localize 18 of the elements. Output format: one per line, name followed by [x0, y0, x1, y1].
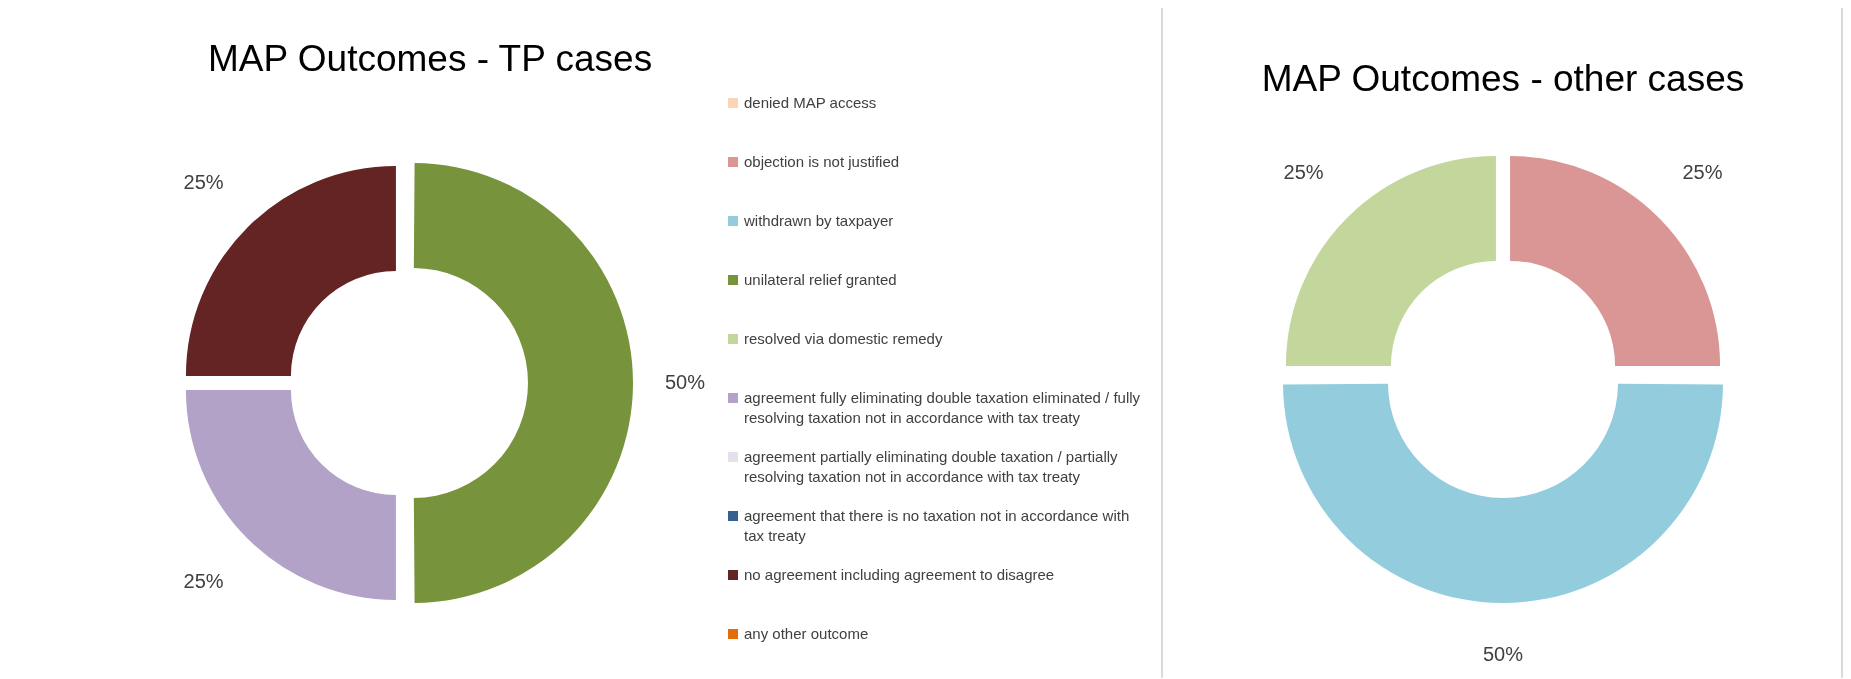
legend-label: unilateral relief granted [744, 270, 897, 290]
legend-label: agreement partially eliminating double taxation / partially resolving taxation not in accordance with tax treaty [744, 447, 1119, 487]
data-label: 50% [1482, 642, 1524, 665]
legend-label: any other outcome [744, 624, 869, 644]
data-label: 25% [183, 569, 224, 592]
legend-label: no agreement including agreement to disagree [744, 565, 1055, 585]
legend-label: objection is not justified [744, 152, 900, 172]
data-label: 25% [1682, 161, 1723, 184]
data-label: 25% [183, 171, 224, 194]
legend-label: withdrawn by taxpayer [744, 211, 894, 231]
legend-label: agreement fully eliminating double taxation eliminated / fully resolving taxation not in accordance with tax treaty [744, 388, 1142, 428]
data-label: 25% [1283, 161, 1324, 184]
chart-title: MAP Outcomes - TP cases [208, 38, 654, 80]
legend-label: denied MAP access [744, 93, 877, 113]
legend-label: resolved via domestic remedy [744, 329, 943, 349]
legend-label: agreement that there is no taxation not in accordance with tax treaty [744, 506, 1131, 546]
chart-title: MAP Outcomes - other cases [1260, 58, 1746, 100]
data-label: 50% [664, 370, 706, 393]
